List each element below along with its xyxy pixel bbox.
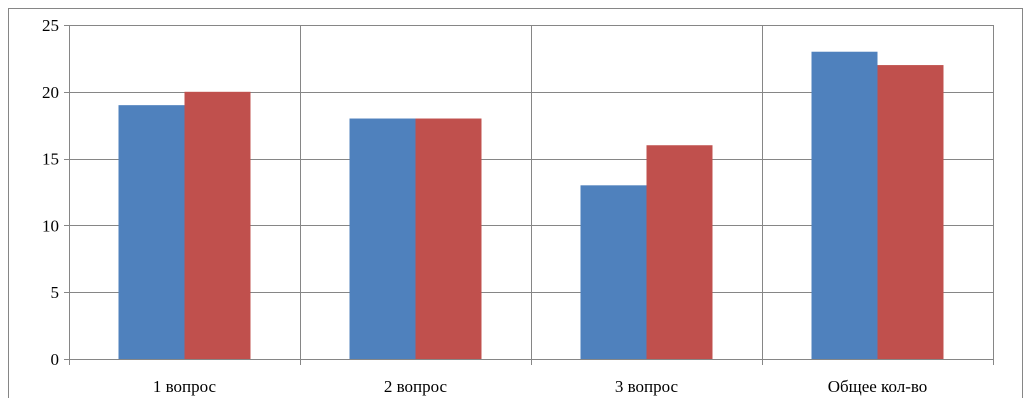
bar-series2-2 xyxy=(415,118,482,360)
bar-series2-3 xyxy=(646,145,713,359)
x-category-label-3: 3 вопрос xyxy=(615,377,679,396)
bar-series1-1 xyxy=(118,105,185,359)
y-tick-label-0: 0 xyxy=(51,350,60,369)
y-tick-label-10: 10 xyxy=(42,216,59,235)
y-tick-label-25: 25 xyxy=(42,16,59,35)
y-tick-label-5: 5 xyxy=(51,283,60,302)
bar-series1-4 xyxy=(811,51,878,359)
bar-series1-2 xyxy=(349,118,416,360)
y-tick-label-15: 15 xyxy=(42,150,59,169)
bars xyxy=(118,51,944,360)
x-category-labels: 1 вопрос 2 вопрос 3 вопрос Общее кол-во xyxy=(153,377,927,396)
x-category-label-1: 1 вопрос xyxy=(153,377,217,396)
bar-series1-3 xyxy=(580,185,647,359)
x-category-label-2: 2 вопрос xyxy=(384,377,448,396)
axes xyxy=(64,25,994,365)
y-tick-labels: 0 5 10 15 20 25 xyxy=(42,16,59,369)
bar-series2-4 xyxy=(877,65,944,359)
y-tick-label-20: 20 xyxy=(42,83,59,102)
bar-series2-1 xyxy=(184,91,251,360)
x-category-label-4: Общее кол-во xyxy=(828,377,928,396)
